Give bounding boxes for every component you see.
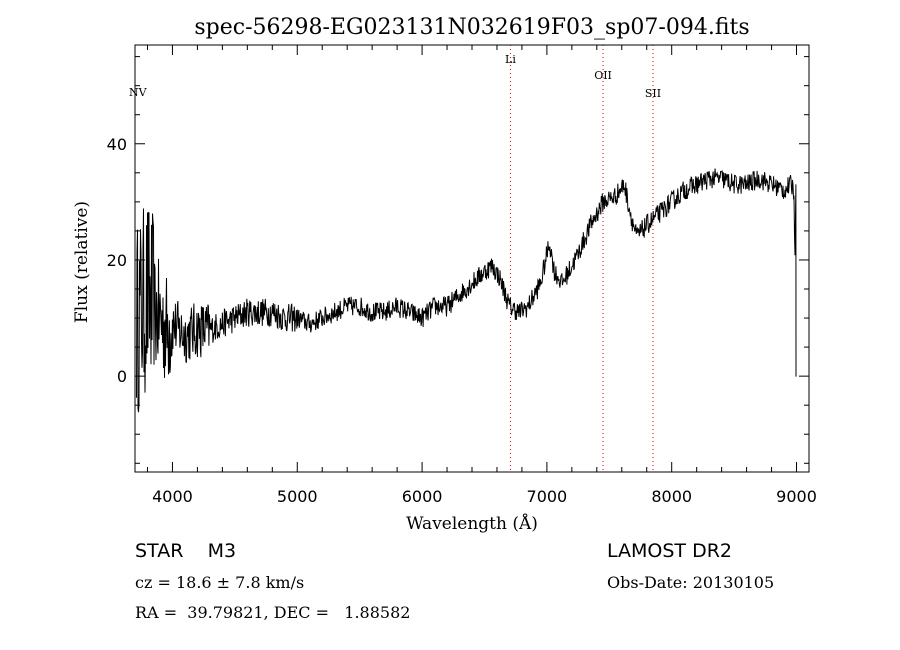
x-tick-label: 6000 <box>402 487 443 506</box>
x-tick-label: 9000 <box>776 487 817 506</box>
plot-frame <box>134 44 810 473</box>
x-tick-label: 5000 <box>277 487 318 506</box>
marker-label: OII <box>594 69 612 82</box>
redshift-text: cz = 18.6 ± 7.8 km/s <box>135 573 305 592</box>
x-tick-label: 7000 <box>527 487 568 506</box>
y-tick-label: 20 <box>107 251 127 270</box>
spectrum-line <box>136 168 797 413</box>
coordinates: RA = 39.79821, DEC = 1.88582 <box>135 603 411 622</box>
class-gap <box>183 540 207 562</box>
marker-label: NV <box>129 86 148 99</box>
object-subclass: M3 <box>207 540 237 562</box>
y-tick-label: 40 <box>107 135 127 154</box>
x-tick-label: 8000 <box>651 487 692 506</box>
marker-label: Li <box>505 53 516 66</box>
x-axis-label: Wavelength (Å) <box>406 513 538 534</box>
spectral-class: STAR M3 <box>135 540 236 562</box>
marker-label: SII <box>645 87 661 100</box>
series <box>136 168 797 413</box>
axes: 4000 5000 6000 7000 8000 9000 0 20 40 <box>107 44 817 506</box>
obs-date: Obs-Date: 20130105 <box>607 573 775 592</box>
y-axis-label: Flux (relative) <box>72 201 92 323</box>
y-tick-label: 0 <box>117 367 127 386</box>
x-tick-label: 4000 <box>152 487 193 506</box>
survey-name: LAMOST DR2 <box>607 540 732 562</box>
object-class: STAR <box>135 540 184 562</box>
chart-title: spec-56298-EG023131N032619F03_sp07-094.f… <box>194 15 749 40</box>
line-markers: NV Li OII SII <box>129 45 661 472</box>
